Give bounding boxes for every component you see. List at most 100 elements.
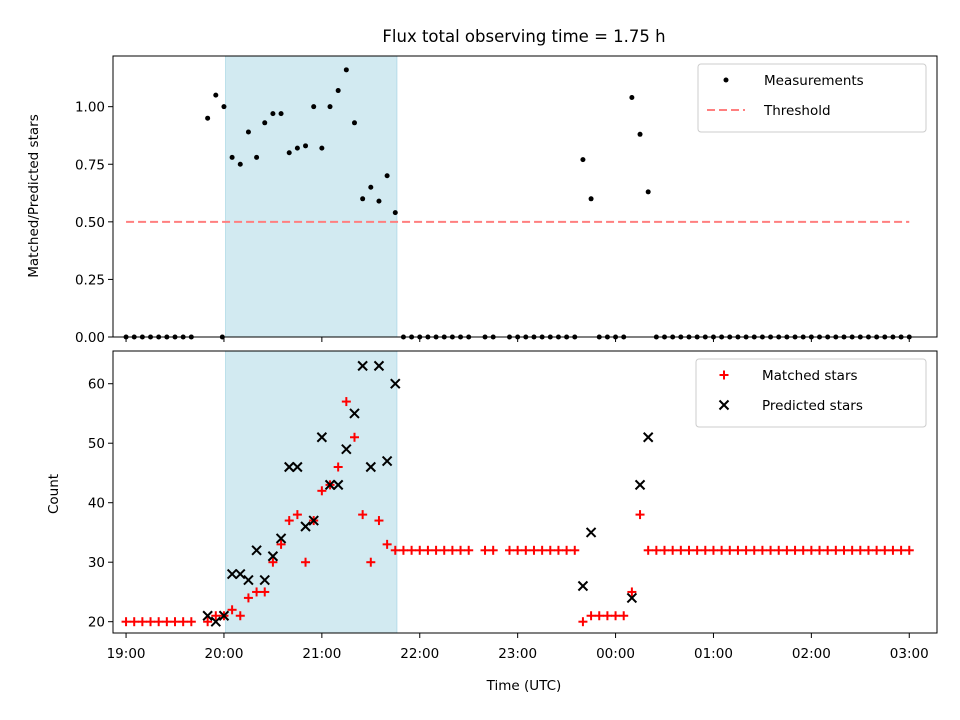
matched-point <box>529 545 539 555</box>
matched-point <box>904 545 914 555</box>
matched-point <box>831 545 841 555</box>
matched-point <box>186 617 196 627</box>
matched-point <box>725 545 735 555</box>
measurement-point <box>237 161 243 167</box>
predicted-point <box>251 545 262 556</box>
measurement-point <box>343 67 349 73</box>
y-tick-label: 0.75 <box>75 157 105 173</box>
top-observing-window <box>225 55 398 338</box>
matched-point <box>855 545 865 555</box>
matched-point <box>757 545 767 555</box>
top-y-axis: 0.00 0.25 0.50 0.75 1.00 <box>75 100 113 346</box>
measurement-point <box>335 88 341 94</box>
matched-point <box>407 545 417 555</box>
predicted-point <box>381 455 393 467</box>
legend-box <box>695 358 927 428</box>
matched-point <box>619 611 629 621</box>
measurement-point <box>629 94 635 100</box>
matched-point <box>333 462 343 472</box>
measurement-point <box>376 198 382 204</box>
chart-title: Flux total observing time = 1.75 h <box>382 27 665 46</box>
matched-point <box>700 545 710 555</box>
matched-point <box>774 545 784 555</box>
bottom-legend: Matched stars Predicted stars <box>695 358 927 428</box>
legend-label: Predicted stars <box>762 398 863 414</box>
matched-point <box>823 545 833 555</box>
bottom-data-marks <box>121 360 914 627</box>
matched-point <box>635 510 645 520</box>
matched-point <box>243 593 253 603</box>
bottom-observing-window <box>225 350 398 634</box>
measurement-point <box>270 111 276 117</box>
matched-point <box>154 617 164 627</box>
measurement-point <box>286 150 292 156</box>
measurement-point <box>311 104 317 110</box>
matched-point <box>562 545 572 555</box>
matched-point <box>545 545 555 555</box>
predicted-point <box>284 461 295 473</box>
matched-point <box>235 611 245 621</box>
measurement-point <box>278 111 284 117</box>
matched-point <box>317 486 327 496</box>
matched-point <box>390 545 400 555</box>
bottom-panel: 20 30 40 50 60 19:00 20:00 21:00 22:00 23:00 00:0… <box>46 350 938 694</box>
matched-point <box>611 611 621 621</box>
matched-point <box>284 516 294 526</box>
y-tick-label: 1.00 <box>75 100 105 116</box>
matched-point <box>888 545 898 555</box>
top-panel: Flux total observing time = 1.75 h 0.000… <box>26 27 938 346</box>
matched-point <box>806 545 816 555</box>
measurement-point <box>637 131 643 137</box>
matched-point <box>252 587 262 597</box>
x-axis-label: Time (UTC) <box>486 678 562 694</box>
matched-point <box>480 545 490 555</box>
matched-point <box>872 545 882 555</box>
matched-point <box>260 587 270 597</box>
x-tick-label: 01:00 <box>694 646 733 662</box>
predicted-point <box>332 479 344 491</box>
matched-point <box>880 545 890 555</box>
top-x-ticks <box>125 337 910 342</box>
predicted-point <box>642 432 654 443</box>
matched-point <box>382 539 392 549</box>
predicted-point <box>634 479 646 491</box>
legend-label: Threshold <box>763 103 831 119</box>
y-tick-label: 60 <box>88 377 105 393</box>
matched-point <box>896 545 906 555</box>
matched-point <box>660 545 670 555</box>
matched-point <box>521 545 531 555</box>
predicted-point <box>292 461 303 473</box>
measurement-point <box>303 143 309 149</box>
measurement-point <box>221 104 227 110</box>
measurement-point <box>392 210 398 216</box>
y-tick-label: 0.25 <box>75 272 105 288</box>
measurement-point <box>319 145 325 151</box>
measurement-point <box>580 157 586 163</box>
predicted-point <box>626 592 638 604</box>
matched-point <box>782 545 792 555</box>
bottom-axes-frame <box>112 350 938 634</box>
matched-point <box>301 557 311 567</box>
matched-point <box>847 545 857 555</box>
legend-box <box>697 63 927 133</box>
matched-point <box>815 545 825 555</box>
matched-point <box>602 611 612 621</box>
predicted-point <box>373 360 385 372</box>
predicted-point <box>349 408 360 419</box>
bottom-y-axis-label: Count <box>46 474 62 514</box>
matched-point <box>708 545 718 555</box>
measurement-point <box>262 120 268 126</box>
x-tick-label: 03:00 <box>890 646 929 662</box>
matched-point <box>504 545 514 555</box>
matched-point <box>717 545 727 555</box>
measurement-point <box>351 120 357 126</box>
measurement-point <box>588 196 594 202</box>
x-tick-label: 23:00 <box>498 646 537 662</box>
matched-point <box>719 370 729 380</box>
predicted-point <box>308 515 319 526</box>
predicted-point <box>585 527 597 538</box>
matched-point <box>733 545 743 555</box>
matched-point <box>790 545 800 555</box>
predicted-point <box>202 610 213 621</box>
